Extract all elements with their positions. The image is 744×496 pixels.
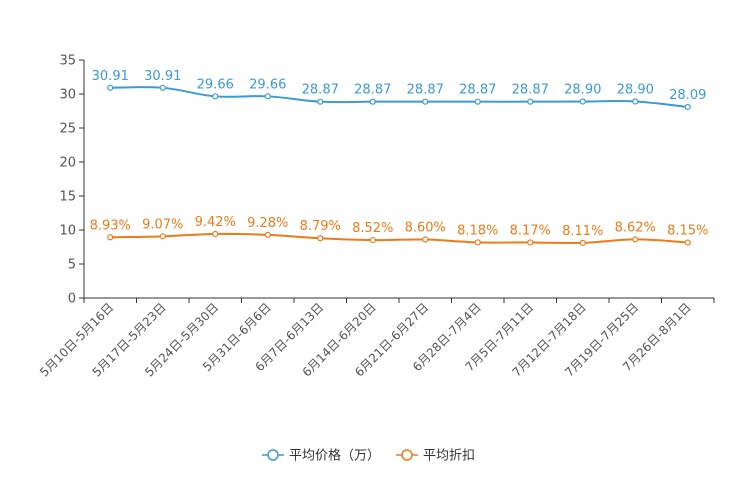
- data-point: [369, 236, 376, 244]
- data-point: [632, 98, 639, 105]
- legend-label: 平均折扣: [423, 449, 475, 464]
- data-point: [159, 84, 166, 91]
- data-point: [474, 239, 481, 246]
- data-label: 8.11%: [562, 224, 603, 239]
- data-point: [212, 230, 219, 238]
- data-label: 8.17%: [510, 223, 551, 238]
- legend-label: 平均价格（万）: [289, 448, 380, 464]
- data-point: [579, 98, 586, 105]
- series-line-0: [110, 86, 688, 108]
- data-label: 28.87: [354, 83, 391, 98]
- data-point: [212, 93, 219, 100]
- y-tick-label: 5: [68, 258, 76, 273]
- series-line-1: [110, 232, 688, 245]
- data-point: [474, 98, 481, 105]
- y-tick-label: 30: [59, 88, 76, 103]
- data-label: 29.66: [249, 77, 286, 92]
- data-point: [684, 239, 691, 246]
- data-label: 8.93%: [90, 218, 131, 233]
- data-point: [422, 98, 429, 105]
- data-label: 28.09: [669, 88, 706, 103]
- legend-item-1[interactable]: 平均折扣: [396, 449, 475, 464]
- y-tick-label: 25: [59, 122, 76, 137]
- legend-item-0[interactable]: 平均价格（万）: [262, 448, 380, 464]
- data-point: [264, 231, 271, 238]
- data-point: [107, 84, 114, 91]
- data-label: 28.87: [512, 83, 549, 98]
- data-point: [107, 234, 114, 241]
- data-point: [632, 236, 639, 243]
- y-tick-label: 35: [59, 54, 76, 69]
- series-group: 30.91 30.91 29.66 29.66 28.87 28.87 28.87 28.87…: [90, 69, 708, 246]
- data-label: 9.28%: [247, 216, 288, 231]
- data-point: [684, 103, 691, 111]
- data-label: 28.90: [617, 82, 654, 97]
- y-tick-label: 20: [59, 156, 76, 171]
- y-tick-label: 0: [68, 292, 76, 307]
- legend-marker-icon: [401, 449, 413, 461]
- y-tick-label: 10: [59, 224, 76, 239]
- data-point: [369, 98, 376, 105]
- data-label: 8.60%: [405, 221, 446, 236]
- data-point: [527, 98, 534, 105]
- data-point: [527, 239, 534, 246]
- data-point: [422, 236, 429, 243]
- data-label: 29.66: [197, 77, 234, 92]
- data-label: 9.42%: [195, 215, 236, 230]
- data-label: 8.52%: [352, 221, 393, 236]
- data-point: [317, 98, 324, 105]
- data-label: 8.79%: [300, 219, 341, 234]
- legend-marker-icon: [267, 449, 279, 461]
- data-label: 30.91: [144, 69, 181, 84]
- data-label: 28.87: [302, 83, 339, 98]
- data-label: 8.15%: [667, 224, 708, 239]
- data-label: 28.87: [459, 83, 496, 98]
- data-point: [317, 235, 324, 242]
- data-label: 8.18%: [457, 223, 498, 238]
- data-label: 28.87: [407, 83, 444, 98]
- data-point: [579, 239, 586, 246]
- data-point: [264, 93, 271, 100]
- data-label: 30.91: [92, 69, 129, 84]
- legend[interactable]: 平均价格（万） 平均折扣: [262, 448, 475, 464]
- data-point: [159, 233, 166, 240]
- data-label: 28.90: [564, 82, 601, 97]
- y-tick-label: 15: [59, 190, 76, 205]
- data-label: 8.62%: [615, 220, 656, 235]
- data-label: 9.07%: [142, 217, 183, 232]
